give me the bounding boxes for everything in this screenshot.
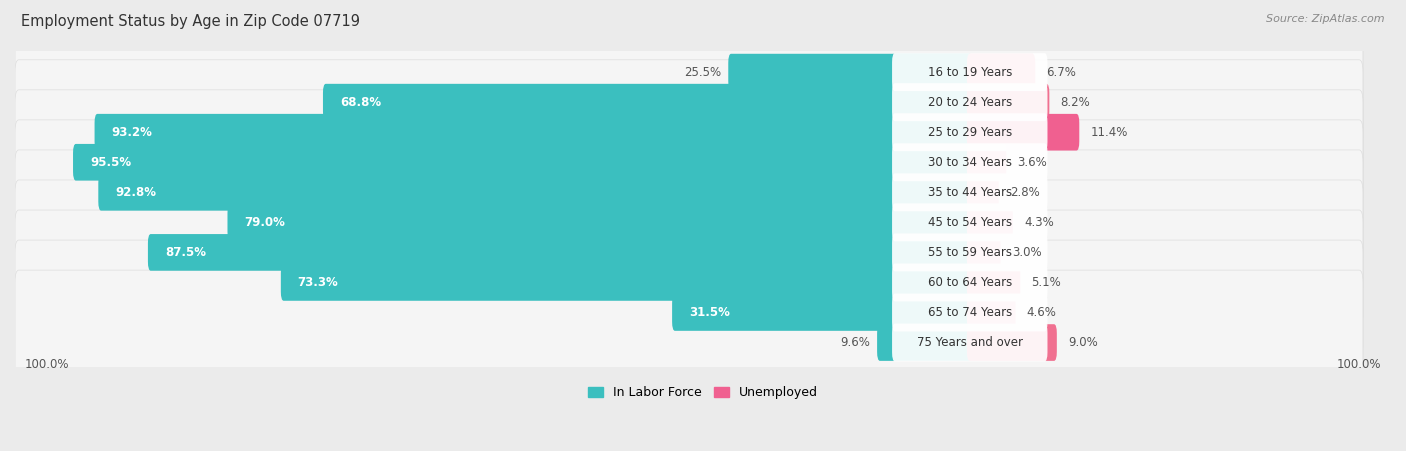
FancyBboxPatch shape — [891, 53, 1047, 91]
Text: 9.6%: 9.6% — [841, 336, 870, 349]
FancyBboxPatch shape — [15, 240, 1362, 385]
FancyBboxPatch shape — [15, 150, 1362, 295]
FancyBboxPatch shape — [15, 120, 1362, 265]
Text: 79.0%: 79.0% — [245, 216, 285, 229]
Text: 73.3%: 73.3% — [298, 276, 339, 289]
FancyBboxPatch shape — [672, 294, 973, 331]
Text: 5.1%: 5.1% — [1032, 276, 1062, 289]
Text: 60 to 64 Years: 60 to 64 Years — [928, 276, 1012, 289]
Legend: In Labor Force, Unemployed: In Labor Force, Unemployed — [583, 382, 823, 405]
FancyBboxPatch shape — [967, 264, 1021, 301]
Text: 16 to 19 Years: 16 to 19 Years — [928, 65, 1012, 78]
FancyBboxPatch shape — [15, 30, 1362, 175]
FancyBboxPatch shape — [15, 0, 1362, 144]
FancyBboxPatch shape — [891, 83, 1047, 121]
Text: 75 Years and over: 75 Years and over — [917, 336, 1022, 349]
Text: 8.2%: 8.2% — [1060, 96, 1090, 109]
FancyBboxPatch shape — [891, 324, 1047, 361]
Text: 2.8%: 2.8% — [1010, 186, 1040, 199]
FancyBboxPatch shape — [877, 324, 973, 361]
FancyBboxPatch shape — [228, 204, 973, 241]
Text: 20 to 24 Years: 20 to 24 Years — [928, 96, 1012, 109]
FancyBboxPatch shape — [15, 210, 1362, 355]
Text: 31.5%: 31.5% — [689, 306, 730, 319]
Text: Source: ZipAtlas.com: Source: ZipAtlas.com — [1267, 14, 1385, 23]
Text: 4.6%: 4.6% — [1026, 306, 1057, 319]
FancyBboxPatch shape — [15, 180, 1362, 325]
Text: 93.2%: 93.2% — [111, 126, 152, 139]
Text: 95.5%: 95.5% — [90, 156, 131, 169]
Text: 4.3%: 4.3% — [1024, 216, 1054, 229]
FancyBboxPatch shape — [967, 114, 1080, 151]
Text: 9.0%: 9.0% — [1069, 336, 1098, 349]
FancyBboxPatch shape — [98, 174, 973, 211]
FancyBboxPatch shape — [94, 114, 973, 151]
FancyBboxPatch shape — [891, 143, 1047, 181]
Text: 55 to 59 Years: 55 to 59 Years — [928, 246, 1012, 259]
FancyBboxPatch shape — [891, 234, 1047, 272]
Text: 92.8%: 92.8% — [115, 186, 156, 199]
FancyBboxPatch shape — [967, 54, 1035, 91]
Text: 87.5%: 87.5% — [165, 246, 205, 259]
FancyBboxPatch shape — [967, 234, 1001, 271]
FancyBboxPatch shape — [15, 60, 1362, 205]
FancyBboxPatch shape — [967, 144, 1007, 180]
Text: 11.4%: 11.4% — [1091, 126, 1128, 139]
FancyBboxPatch shape — [728, 54, 973, 91]
FancyBboxPatch shape — [281, 264, 973, 301]
FancyBboxPatch shape — [15, 270, 1362, 415]
Text: 65 to 74 Years: 65 to 74 Years — [928, 306, 1012, 319]
FancyBboxPatch shape — [73, 144, 973, 180]
Text: 35 to 44 Years: 35 to 44 Years — [928, 186, 1012, 199]
FancyBboxPatch shape — [891, 173, 1047, 211]
Text: 6.7%: 6.7% — [1046, 65, 1077, 78]
FancyBboxPatch shape — [891, 294, 1047, 331]
FancyBboxPatch shape — [323, 84, 973, 120]
Text: 100.0%: 100.0% — [1337, 358, 1382, 371]
FancyBboxPatch shape — [967, 174, 998, 211]
Text: 3.6%: 3.6% — [1018, 156, 1047, 169]
Text: Employment Status by Age in Zip Code 07719: Employment Status by Age in Zip Code 077… — [21, 14, 360, 28]
Text: 3.0%: 3.0% — [1012, 246, 1042, 259]
Text: 25 to 29 Years: 25 to 29 Years — [928, 126, 1012, 139]
FancyBboxPatch shape — [967, 204, 1012, 241]
FancyBboxPatch shape — [891, 203, 1047, 241]
FancyBboxPatch shape — [967, 324, 1057, 361]
FancyBboxPatch shape — [148, 234, 973, 271]
FancyBboxPatch shape — [967, 294, 1015, 331]
Text: 68.8%: 68.8% — [340, 96, 381, 109]
Text: 30 to 34 Years: 30 to 34 Years — [928, 156, 1012, 169]
FancyBboxPatch shape — [891, 263, 1047, 301]
Text: 100.0%: 100.0% — [24, 358, 69, 371]
FancyBboxPatch shape — [891, 113, 1047, 151]
FancyBboxPatch shape — [967, 84, 1049, 120]
Text: 45 to 54 Years: 45 to 54 Years — [928, 216, 1012, 229]
Text: 25.5%: 25.5% — [685, 65, 721, 78]
FancyBboxPatch shape — [15, 90, 1362, 235]
